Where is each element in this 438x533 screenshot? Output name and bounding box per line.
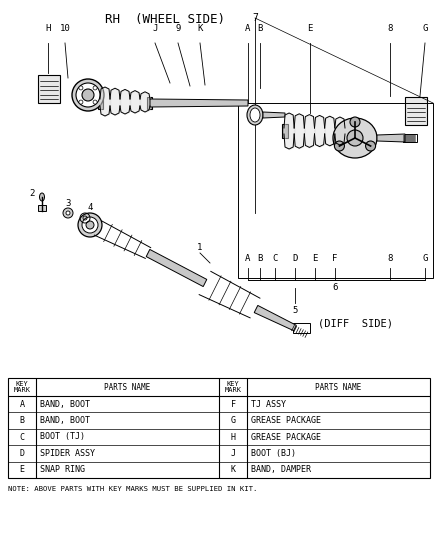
Text: E: E	[20, 465, 25, 474]
Ellipse shape	[334, 141, 344, 151]
Text: A: A	[245, 254, 251, 263]
Text: A: A	[20, 400, 25, 409]
Text: G: G	[230, 416, 236, 425]
Text: SNAP RING: SNAP RING	[40, 465, 85, 474]
Ellipse shape	[93, 100, 97, 104]
Text: E: E	[307, 24, 313, 33]
Text: F: F	[230, 400, 236, 409]
Text: K: K	[230, 465, 236, 474]
Ellipse shape	[86, 221, 94, 229]
Ellipse shape	[250, 108, 260, 122]
Text: C: C	[20, 432, 25, 441]
Bar	[403, 134, 417, 142]
Text: GREASE PACKAGE: GREASE PACKAGE	[251, 432, 321, 441]
Ellipse shape	[333, 118, 377, 158]
Bar	[342, 124, 348, 138]
Text: PARTS NAME: PARTS NAME	[104, 383, 151, 392]
Text: 9: 9	[175, 24, 181, 33]
Text: KEY
MARK: KEY MARK	[225, 381, 241, 393]
Text: G: G	[422, 24, 427, 33]
Ellipse shape	[247, 105, 263, 125]
Ellipse shape	[72, 79, 104, 111]
Bar	[405, 97, 427, 125]
Text: 1: 1	[197, 244, 203, 253]
Ellipse shape	[63, 208, 73, 218]
Text: NOTE: ABOVE PARTS WITH KEY MARKS MUST BE SUPPLIED IN KIT.: NOTE: ABOVE PARTS WITH KEY MARKS MUST BE…	[8, 486, 258, 492]
Text: H: H	[45, 24, 51, 33]
Ellipse shape	[66, 211, 70, 215]
Text: BOOT (BJ): BOOT (BJ)	[251, 449, 296, 458]
Ellipse shape	[347, 130, 363, 146]
Polygon shape	[263, 112, 285, 118]
Text: 7: 7	[252, 13, 258, 23]
Text: G: G	[422, 254, 427, 263]
Text: A: A	[245, 24, 251, 33]
Text: (DIFF  SIDE): (DIFF SIDE)	[318, 318, 392, 328]
Polygon shape	[146, 249, 207, 287]
Ellipse shape	[78, 213, 102, 237]
Bar	[8, 378, 430, 478]
Text: BOOT (TJ): BOOT (TJ)	[40, 432, 85, 441]
Text: 10: 10	[60, 24, 71, 33]
Text: B: B	[257, 24, 263, 33]
Polygon shape	[150, 99, 248, 107]
Text: F: F	[332, 254, 338, 263]
Ellipse shape	[350, 117, 360, 127]
Text: 8: 8	[387, 254, 393, 263]
Ellipse shape	[366, 141, 376, 151]
Text: TJ ASSY: TJ ASSY	[251, 400, 286, 409]
Text: BAND, BOOT: BAND, BOOT	[40, 416, 90, 425]
Ellipse shape	[39, 193, 45, 201]
Text: KEY
MARK: KEY MARK	[14, 381, 31, 393]
Text: PARTS NAME: PARTS NAME	[315, 383, 362, 392]
Text: 4: 4	[88, 204, 93, 213]
Text: 5: 5	[292, 306, 298, 315]
Ellipse shape	[82, 217, 98, 233]
Bar	[238, 103, 433, 278]
Text: C: C	[272, 254, 278, 263]
Text: BAND, DAMPER: BAND, DAMPER	[251, 465, 311, 474]
Ellipse shape	[79, 86, 83, 90]
Polygon shape	[377, 134, 405, 142]
Bar	[38, 205, 46, 211]
Text: H: H	[230, 432, 236, 441]
Text: GREASE PACKAGE: GREASE PACKAGE	[251, 416, 321, 425]
Text: E: E	[312, 254, 318, 263]
Text: 6: 6	[332, 284, 338, 293]
Bar	[147, 97, 152, 109]
Bar	[282, 124, 288, 138]
Text: D: D	[292, 254, 298, 263]
Text: D: D	[20, 449, 25, 458]
Text: RH  (WHEEL SIDE): RH (WHEEL SIDE)	[105, 13, 225, 26]
Text: B: B	[257, 254, 263, 263]
Text: SPIDER ASSY: SPIDER ASSY	[40, 449, 95, 458]
Bar	[38, 75, 60, 103]
Bar	[293, 323, 310, 333]
Text: J: J	[152, 24, 158, 33]
Bar	[98, 97, 103, 109]
Text: 2: 2	[30, 189, 35, 198]
Ellipse shape	[82, 89, 94, 101]
Ellipse shape	[76, 83, 100, 107]
Text: B: B	[20, 416, 25, 425]
Text: 8: 8	[387, 24, 393, 33]
Ellipse shape	[79, 100, 83, 104]
Text: BAND, BOOT: BAND, BOOT	[40, 400, 90, 409]
Polygon shape	[254, 305, 297, 330]
Text: K: K	[197, 24, 203, 33]
Text: J: J	[230, 449, 236, 458]
Text: 3: 3	[65, 198, 71, 207]
Ellipse shape	[93, 86, 97, 90]
